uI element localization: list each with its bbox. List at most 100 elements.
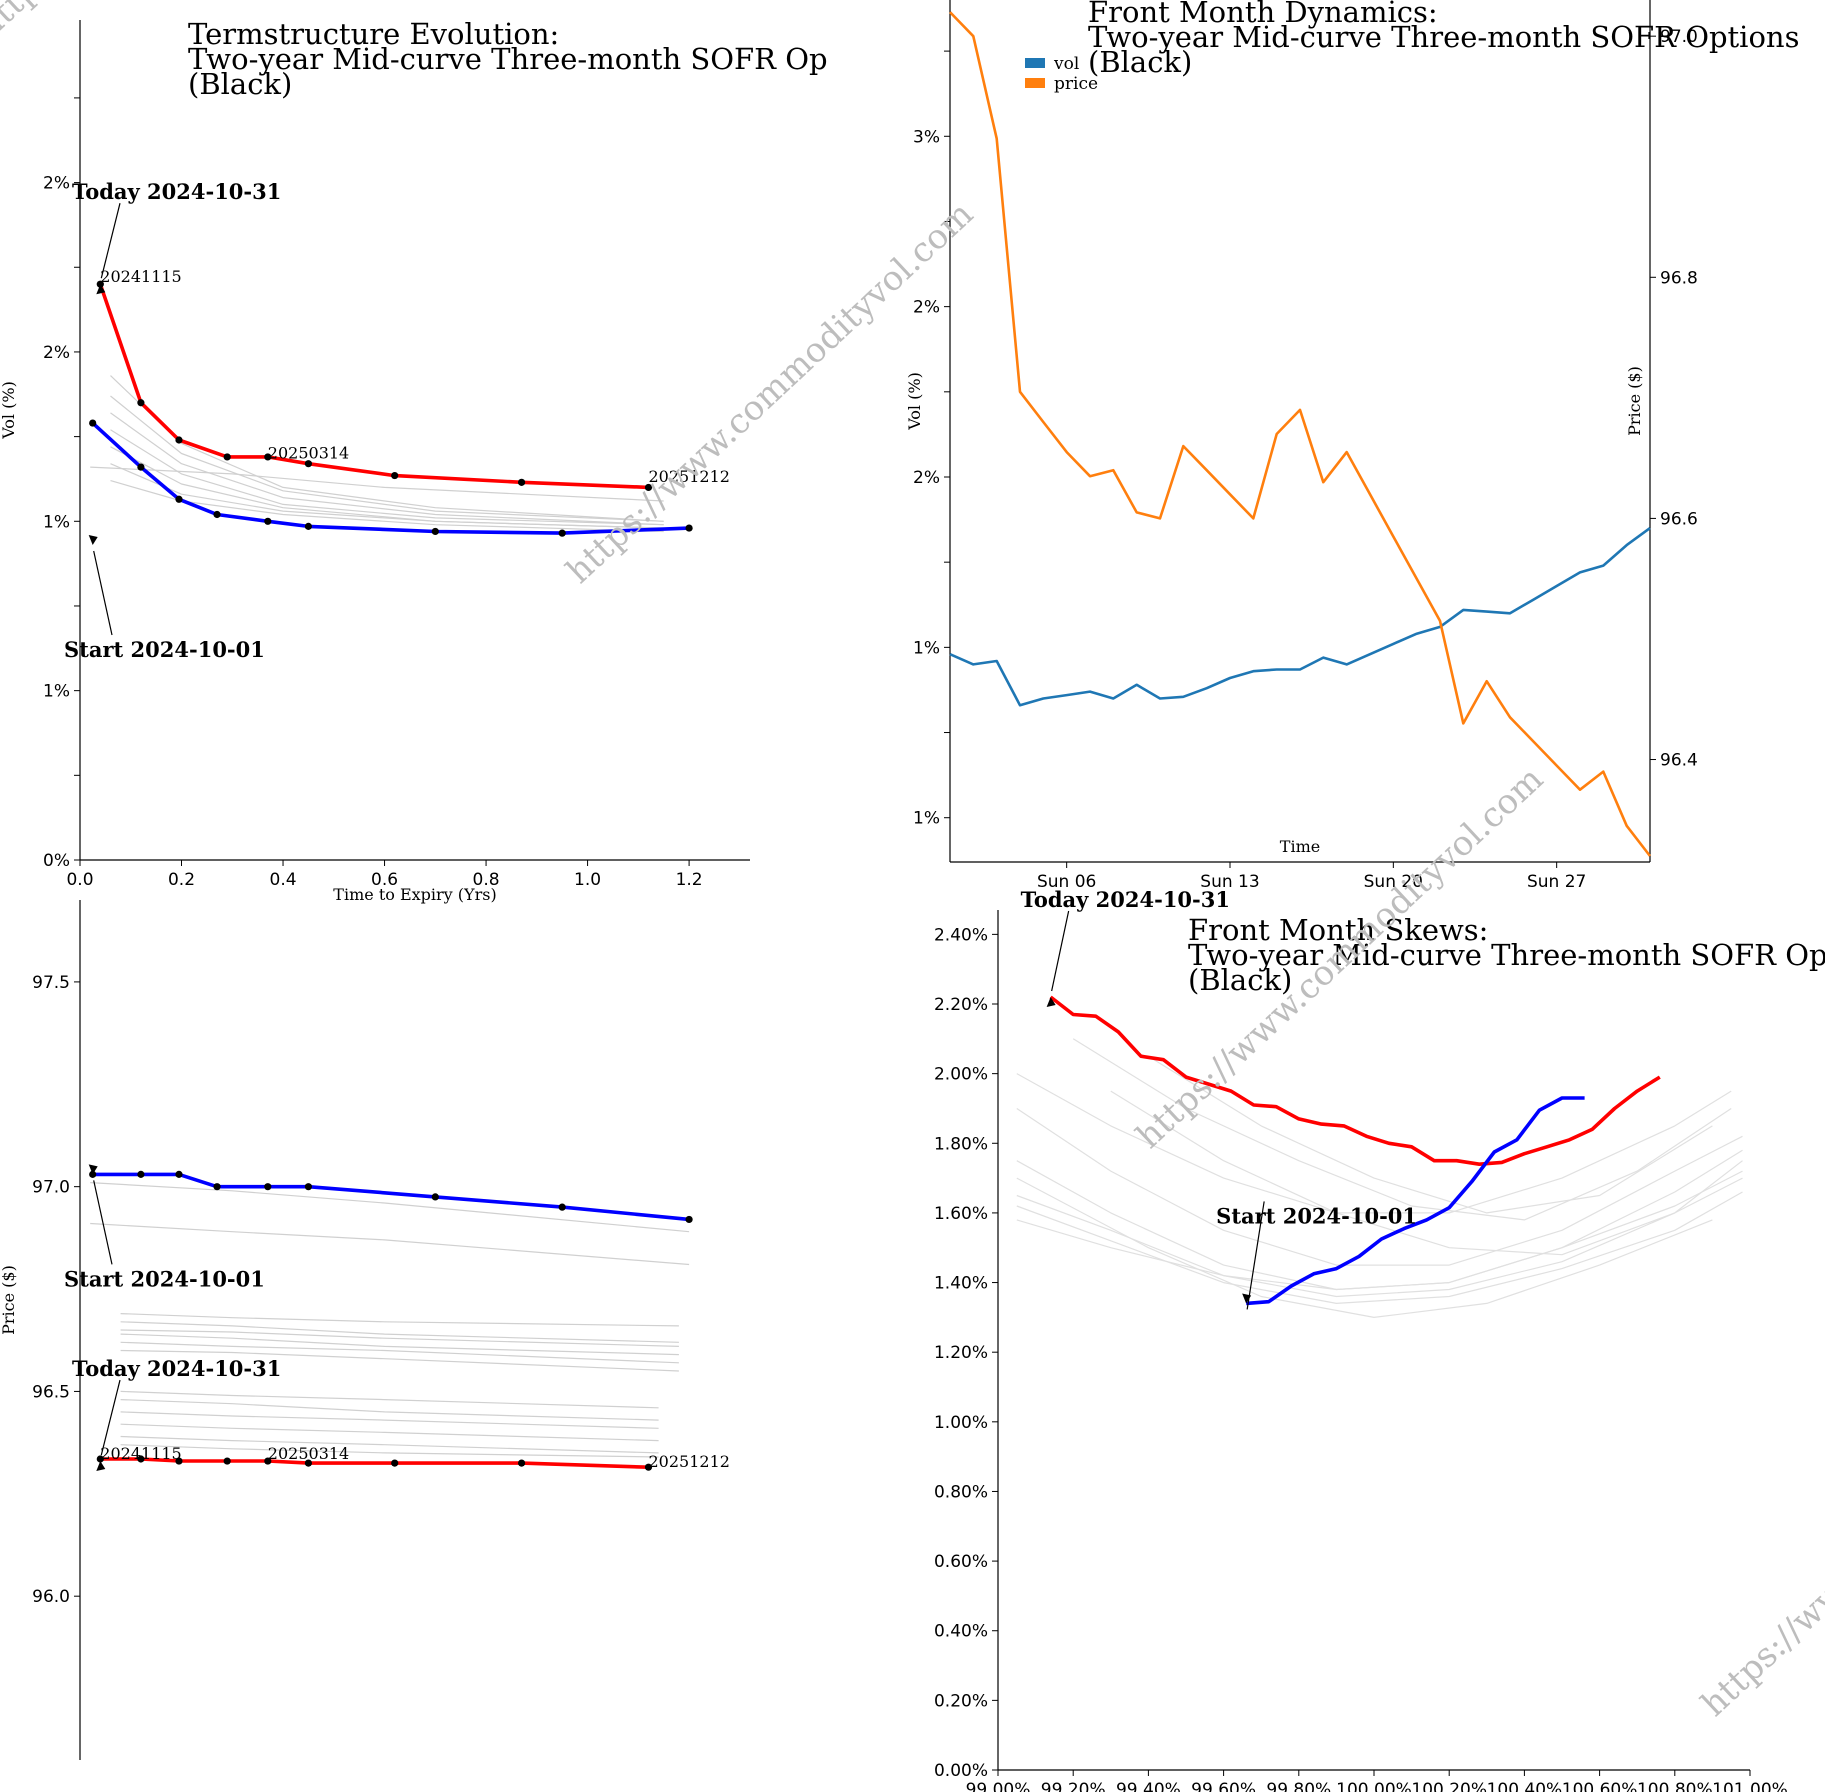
series-point [517, 1459, 526, 1467]
series-point [391, 471, 399, 480]
y-tick-label: 1% [43, 512, 70, 532]
x-tick-label: 100.00% [1336, 1780, 1412, 1792]
annotation-today-2024-10-31: Today 2024-10-31 [1021, 887, 1230, 912]
y-tick-label: 0.40% [934, 1622, 988, 1642]
series-point [137, 399, 145, 407]
history-curve [120, 1329, 679, 1347]
annotation-arrowhead [96, 284, 106, 295]
annotation-arrowhead [96, 1461, 106, 1472]
y-axis-label: Price ($) [0, 1265, 18, 1335]
termstructure-price-panel: 96.0 96.5 97.0 97.5 Price ($) 20241115 2025031… [0, 900, 730, 1760]
annotation-arrowhead [1242, 1293, 1252, 1304]
series-line-price [949, 11, 1652, 857]
history-curve [120, 1411, 659, 1429]
series-point [89, 419, 97, 427]
history-curve [110, 463, 664, 529]
y-tick-label: 0.80% [934, 1482, 988, 1502]
x-tick-label: 0.0 [66, 870, 93, 890]
chart-title-line: Termstructure Evolution: [188, 17, 559, 51]
y-tick-label: 1.60% [934, 1204, 988, 1224]
point-label-20241115: 20241115 [100, 267, 181, 286]
y-tick-label: 96.0 [32, 1587, 70, 1607]
series-point [213, 1183, 221, 1191]
x-tick-label: 99.20% [1041, 1780, 1106, 1792]
series-point [175, 1170, 183, 1178]
legend-label-price: price [1054, 74, 1098, 94]
series-point [558, 1203, 566, 1211]
history-curve [1016, 1073, 1732, 1214]
y-tick-label: 1% [913, 638, 940, 658]
series-line-start-2024-10-01 [92, 1172, 690, 1222]
series-point [264, 1183, 272, 1191]
history-curve [120, 1349, 679, 1372]
annotation-arrow [100, 203, 121, 279]
series-point [304, 522, 313, 530]
x-tick-label: 99.00% [966, 1780, 1031, 1792]
x-tick-label: 100.40% [1487, 1780, 1563, 1792]
annotation-start-2024-10-01: Start 2024-10-01 [64, 637, 265, 662]
legend-swatch-vol [1025, 58, 1045, 68]
chart-title-line: Two-year Mid-curve Three-month SOFR Opti… [1188, 938, 1825, 972]
point-label-20250314: 20250314 [268, 1444, 349, 1463]
history-curve [120, 1435, 659, 1454]
y2-axis-label: Price ($) [1625, 366, 1644, 436]
x-tick-label: 100.60% [1562, 1780, 1638, 1792]
annotation-start-2024-10-01: Start 2024-10-01 [1216, 1203, 1417, 1228]
history-curve [120, 1444, 659, 1458]
history-curve [120, 1390, 659, 1409]
chart-title-line: (Black) [1088, 45, 1192, 79]
y-tick-label: 1% [43, 682, 70, 702]
chart-title-line: Front Month Dynamics: [1088, 0, 1438, 29]
history-curve [1016, 1191, 1743, 1305]
series-point [223, 1457, 231, 1465]
series-point [175, 436, 183, 444]
series-line-today-2024-10-31 [98, 283, 649, 490]
watermark-3: https://www.commodityvol.com [1694, 1327, 1825, 1725]
y-tick-label: 1% [913, 809, 940, 829]
series-point [137, 1170, 145, 1178]
series-point [431, 1193, 439, 1201]
history-curve [110, 395, 664, 522]
series-line-vol [949, 527, 1651, 707]
y-tick-label: 2% [43, 174, 70, 194]
series-point [304, 1459, 313, 1467]
annotation-arrowhead [88, 1164, 98, 1175]
series-point [175, 495, 183, 503]
x-tick-label: 99.80% [1266, 1780, 1331, 1792]
point-label-20250314: 20250314 [268, 443, 349, 462]
history-curve [1016, 1108, 1743, 1266]
x-tick-label: 1.0 [574, 870, 601, 890]
series-point [431, 527, 439, 536]
x-tick-label: 0.8 [473, 870, 500, 890]
x-tick-label: 100.80% [1637, 1780, 1713, 1792]
history-curve [110, 375, 664, 522]
series-point [175, 1457, 183, 1465]
y-tick-label: 97.0 [32, 1178, 70, 1198]
point-label-20251212: 20251212 [648, 1452, 729, 1471]
chart-title-line: Two-year Mid-curve Three-month SOFR Opti… [1088, 20, 1799, 54]
legend-label-vol: vol [1053, 54, 1079, 74]
legend-swatch-price [1025, 78, 1045, 88]
x-axis-label: Time [1280, 837, 1320, 856]
y2-tick-label: 96.8 [1660, 268, 1698, 288]
y-tick-label: 97.5 [32, 973, 70, 993]
y-tick-label: 1.40% [934, 1274, 988, 1294]
history-curve [1110, 1090, 1743, 1256]
history-curve [110, 429, 664, 526]
series-point [264, 453, 272, 461]
y-axis-label: Vol (%) [0, 381, 18, 440]
y-tick-label: 0.60% [934, 1552, 988, 1572]
front-month-skews-panel: 0.00% 0.20% 0.40% 0.60% 0.80% 1.00% 1.20% 1.40%… [934, 887, 1825, 1792]
x-axis-label: Time to Expiry (Yrs) [333, 885, 496, 904]
y-tick-label: 2.20% [934, 995, 988, 1015]
y-tick-label: 2% [43, 343, 70, 363]
series-point [517, 478, 526, 486]
y-tick-label: 1.20% [934, 1343, 988, 1363]
history-curve [110, 480, 664, 533]
x-tick-label: Sun 06 [1037, 872, 1096, 892]
annotation-today-2024-10-31: Today 2024-10-31 [72, 179, 281, 204]
history-curve [1016, 1177, 1713, 1319]
annotation-today-2024-10-31: Today 2024-10-31 [72, 1356, 281, 1381]
x-tick-label: Sun 27 [1527, 872, 1586, 892]
